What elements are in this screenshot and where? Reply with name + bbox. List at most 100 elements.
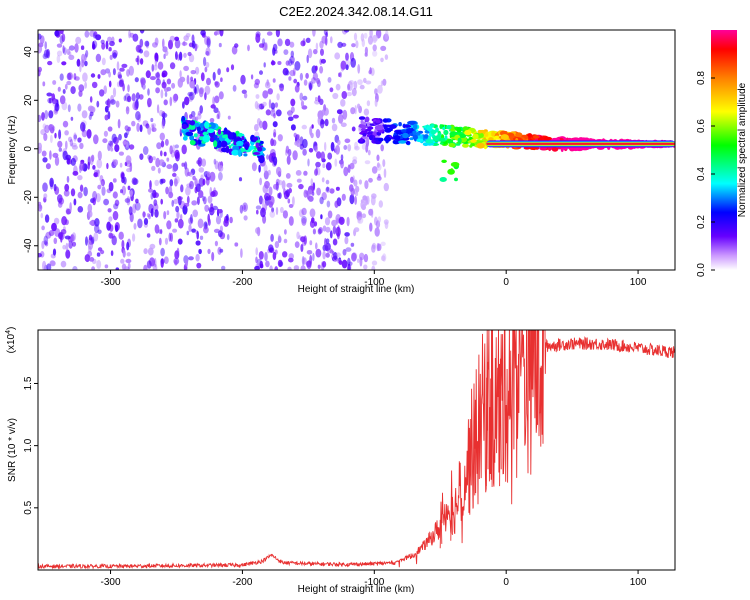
noise-blob bbox=[65, 242, 69, 252]
noise-blob bbox=[218, 42, 222, 48]
noise-blob bbox=[42, 81, 46, 87]
noise-blob bbox=[357, 216, 364, 224]
noise-blob bbox=[38, 42, 44, 48]
noise-blob bbox=[131, 177, 138, 185]
noise-blob bbox=[254, 101, 259, 110]
noise-blob bbox=[160, 150, 163, 157]
noise-blob bbox=[353, 179, 358, 187]
noise-blob bbox=[127, 84, 130, 93]
noise-blob bbox=[301, 207, 307, 216]
noise-blob bbox=[372, 34, 379, 42]
noise-blob bbox=[191, 110, 196, 118]
noise-blob bbox=[329, 188, 335, 194]
noise-blob bbox=[43, 193, 48, 199]
noise-blob bbox=[329, 87, 334, 93]
noise-blob bbox=[221, 265, 226, 270]
noise-blob bbox=[275, 30, 280, 38]
noise-blob bbox=[360, 33, 365, 42]
noise-blob bbox=[89, 257, 95, 262]
noise-blob bbox=[185, 33, 191, 38]
noise-blob bbox=[338, 260, 343, 265]
signal-blob bbox=[224, 148, 230, 153]
noise-blob bbox=[125, 258, 132, 264]
noise-blob bbox=[115, 100, 120, 108]
noise-blob bbox=[47, 60, 53, 66]
noise-blob bbox=[128, 206, 133, 216]
noise-blob bbox=[51, 93, 56, 102]
signal-blob bbox=[484, 132, 489, 137]
noise-blob bbox=[312, 182, 316, 191]
noise-blob bbox=[166, 221, 171, 228]
noise-blob bbox=[310, 132, 314, 139]
noise-blob bbox=[77, 206, 84, 213]
noise-blob bbox=[350, 107, 356, 115]
noise-blob bbox=[368, 208, 373, 216]
noise-blob bbox=[380, 80, 384, 87]
noise-blob bbox=[171, 82, 176, 89]
noise-blob bbox=[302, 95, 308, 101]
noise-blob bbox=[262, 120, 268, 130]
noise-blob bbox=[324, 217, 331, 226]
signal-blob bbox=[385, 137, 391, 142]
noise-blob bbox=[70, 86, 76, 95]
noise-blob bbox=[354, 195, 357, 205]
signal-blob bbox=[539, 135, 543, 142]
noise-blob bbox=[41, 240, 45, 250]
y-tick-label: 1.0 bbox=[23, 438, 34, 452]
noise-blob bbox=[163, 53, 166, 60]
noise-blob bbox=[280, 206, 284, 214]
noise-blob bbox=[150, 76, 156, 81]
noise-blob bbox=[106, 162, 109, 170]
noise-blob bbox=[46, 263, 52, 270]
noise-blob bbox=[78, 84, 85, 92]
noise-blob bbox=[166, 210, 170, 216]
noise-blob bbox=[107, 36, 112, 42]
noise-blob bbox=[348, 261, 353, 266]
noise-blob bbox=[40, 129, 47, 136]
noise-blob bbox=[272, 43, 278, 52]
noise-blob bbox=[110, 147, 114, 152]
noise-blob bbox=[191, 200, 198, 206]
noise-blob bbox=[128, 65, 134, 76]
noise-blob bbox=[364, 52, 368, 57]
noise-blob bbox=[58, 147, 62, 152]
noise-blob bbox=[382, 159, 386, 168]
noise-blob bbox=[376, 154, 380, 162]
signal-blob bbox=[472, 133, 479, 140]
noise-blob bbox=[205, 47, 211, 57]
noise-blob bbox=[353, 227, 360, 233]
noise-blob bbox=[147, 247, 154, 256]
noise-blob bbox=[163, 151, 167, 157]
noise-blob bbox=[155, 78, 161, 86]
signal-blob bbox=[412, 130, 417, 136]
colorbar: 0.0 0.2 0.4 0.6 0.8 Normalized spectral ampl… bbox=[696, 30, 748, 277]
noise-blob bbox=[186, 74, 190, 85]
signal-blob bbox=[189, 135, 195, 141]
noise-blob bbox=[212, 96, 216, 106]
noise-blob bbox=[96, 259, 102, 269]
noise-blob bbox=[79, 184, 84, 192]
noise-blob bbox=[240, 248, 243, 258]
noise-blob bbox=[169, 145, 173, 155]
noise-blob bbox=[207, 218, 211, 226]
noise-blob bbox=[52, 80, 57, 85]
noise-blob bbox=[262, 184, 269, 194]
noise-blob bbox=[89, 155, 94, 166]
noise-blob bbox=[77, 175, 83, 181]
noise-blob bbox=[207, 248, 211, 254]
noise-blob bbox=[38, 69, 41, 77]
noise-blob bbox=[378, 200, 383, 208]
noise-blob bbox=[255, 33, 261, 43]
colorbar-tick-label: 0.6 bbox=[696, 119, 707, 133]
signal-blob bbox=[241, 136, 245, 141]
noise-blob bbox=[258, 164, 261, 173]
noise-blob bbox=[142, 146, 149, 155]
noise-blob bbox=[154, 179, 159, 187]
noise-blob bbox=[305, 37, 311, 43]
snr-plot-area bbox=[38, 330, 675, 570]
noise-blob bbox=[354, 141, 359, 150]
noise-blob bbox=[272, 78, 276, 83]
noise-blob bbox=[121, 63, 128, 68]
noise-blob bbox=[131, 93, 136, 102]
